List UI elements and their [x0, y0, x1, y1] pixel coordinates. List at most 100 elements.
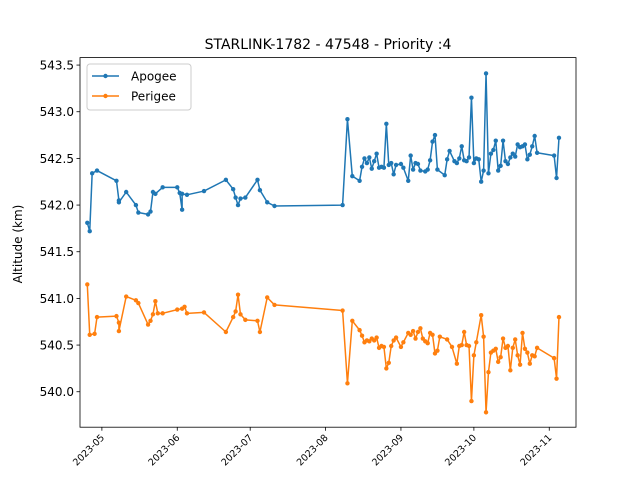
apogee-point: [243, 195, 248, 200]
apogee-point: [425, 167, 430, 172]
perigee-point: [551, 355, 557, 361]
apogee-point: [398, 161, 404, 167]
perigee-point: [408, 332, 413, 337]
perigee-point: [85, 282, 90, 287]
apogee-point: [488, 151, 494, 156]
apogee-point: [447, 148, 452, 154]
perigee-point: [449, 344, 455, 350]
perigee-point: [486, 369, 491, 375]
apogee-series: [85, 71, 562, 234]
apogee-point: [554, 175, 559, 181]
apogee-point: [393, 162, 399, 168]
apogee-point: [527, 152, 533, 157]
apogee-point: [265, 200, 270, 205]
y-tick-label: 542.0: [40, 199, 74, 213]
perigee-point: [243, 317, 248, 323]
apogee-point: [136, 210, 141, 215]
apogee-point: [367, 155, 372, 160]
perigee-point: [155, 311, 161, 316]
apogee-point: [435, 167, 440, 172]
perigee-point: [381, 344, 387, 350]
apogee-point: [179, 207, 185, 212]
perigee-point: [418, 326, 423, 331]
perigee-point: [116, 328, 122, 334]
apogee-point: [374, 151, 379, 156]
apogee-point: [530, 144, 535, 149]
y-tick-label: 540.5: [40, 339, 74, 353]
apogee-point: [175, 185, 180, 190]
perigee-point: [505, 343, 511, 349]
apogee-point: [500, 138, 506, 143]
perigee-point: [175, 307, 180, 312]
apogee-point: [556, 135, 562, 141]
apogee-point: [495, 168, 501, 173]
perigee-point: [116, 320, 122, 325]
apogee-point: [442, 173, 447, 178]
perigee-point: [493, 346, 498, 351]
apogee-point: [223, 177, 229, 183]
series-layer: [85, 71, 562, 415]
y-tick-label: 542.5: [40, 152, 74, 166]
perigee-point: [201, 310, 207, 315]
perigee-point: [435, 348, 440, 353]
chart-title: STARLINK-1782 - 47548 - Priority :4: [205, 37, 452, 53]
perigee-point: [517, 362, 523, 367]
apogee-point: [238, 196, 243, 201]
apogee-point: [364, 160, 370, 166]
perigee-point: [87, 332, 92, 337]
perigee-point: [345, 381, 350, 386]
perigee-point: [483, 410, 489, 415]
apogee-point: [153, 191, 158, 197]
perigee-point: [444, 337, 450, 342]
apogee-point: [481, 168, 486, 173]
apogee-point: [116, 200, 122, 205]
perigee-point: [398, 344, 404, 350]
legend-apogee-label: Apogee: [131, 70, 177, 84]
apogee-point: [257, 187, 263, 193]
apogee-point: [483, 71, 489, 76]
perigee-point: [430, 332, 435, 337]
perigee-point: [350, 318, 355, 323]
apogee-point: [148, 209, 153, 214]
perigee-point: [508, 368, 513, 373]
perigee-point: [515, 353, 520, 358]
perigee-point: [233, 309, 238, 314]
y-tick-label: 540.0: [40, 385, 74, 399]
apogee-point: [513, 154, 518, 159]
perigee-point: [235, 292, 241, 297]
apogee-point: [430, 139, 435, 144]
perigee-point: [415, 329, 421, 335]
apogee-point: [532, 133, 537, 139]
perigee-point: [478, 313, 484, 318]
perigee-point: [554, 376, 559, 381]
apogee-point: [381, 165, 387, 170]
y-tick-label: 543.5: [40, 59, 74, 73]
perigee-point: [359, 333, 365, 338]
apogee-point: [201, 188, 207, 194]
apogee-point: [476, 157, 481, 162]
apogee-point: [179, 191, 185, 197]
perigee-point: [184, 311, 190, 316]
perigee-point: [272, 302, 277, 308]
perigee-point: [384, 366, 389, 371]
perigee-point: [255, 318, 260, 323]
perigee-point: [410, 328, 416, 334]
apogee-point: [391, 172, 396, 177]
perigee-point: [471, 353, 477, 358]
perigee-point: [481, 334, 486, 339]
apogee-point: [432, 132, 438, 138]
perigee-point: [556, 314, 562, 320]
apogee-point: [94, 168, 100, 173]
y-axis: 540.0 540.5 541.0 541.5 542.0 542.5 543.0 543.5: [40, 59, 80, 399]
perigee-point: [393, 335, 399, 340]
perigee-point: [153, 299, 158, 304]
apogee-point: [401, 165, 406, 170]
perigee-point: [265, 295, 270, 300]
apogee-point: [459, 144, 464, 149]
perigee-point: [340, 308, 345, 313]
apogee-point: [255, 177, 260, 183]
apogee-point: [505, 161, 511, 167]
perigee-point: [182, 304, 187, 309]
apogee-point: [85, 220, 90, 225]
apogee-point: [357, 178, 362, 183]
